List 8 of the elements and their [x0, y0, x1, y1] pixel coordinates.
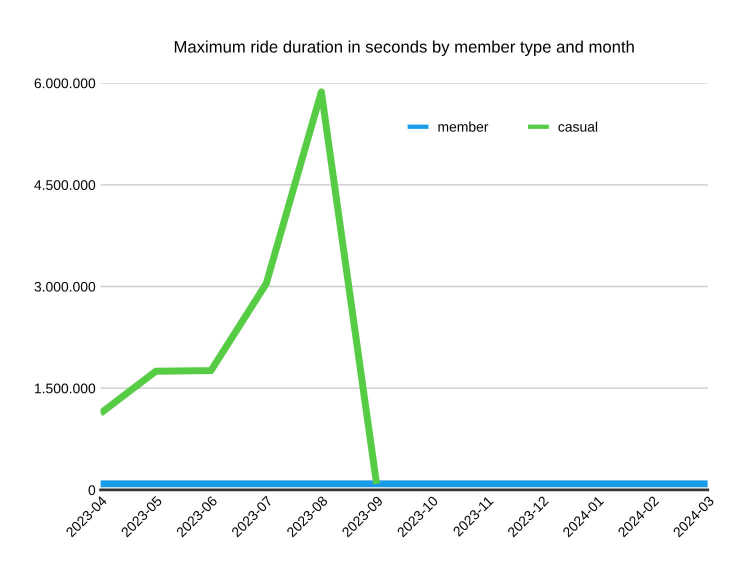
chart-title: Maximum ride duration in seconds by member type and month	[174, 40, 634, 56]
legend-label: casual	[558, 122, 598, 132]
y-tick-label: 4.500.000	[34, 180, 96, 190]
legend-label: member	[438, 122, 488, 132]
y-tick-label: 1.500.000	[34, 384, 96, 394]
y-tick-label: 0	[88, 485, 96, 496]
y-tick-label: 6.000.000	[34, 78, 96, 88]
y-tick-label: 3.000.000	[34, 282, 96, 292]
